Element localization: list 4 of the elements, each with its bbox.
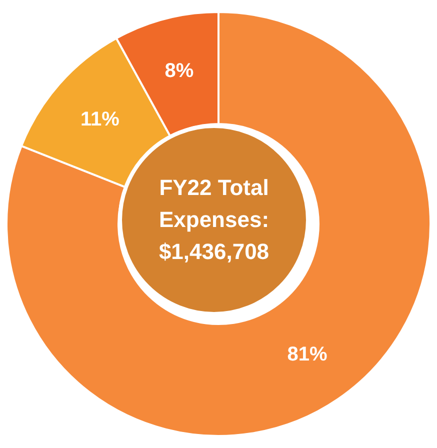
data-label: 11% (80, 108, 120, 131)
data-label: 8% (164, 60, 194, 82)
data-label: 81% (287, 344, 328, 366)
donut-slice (6, 11, 432, 437)
